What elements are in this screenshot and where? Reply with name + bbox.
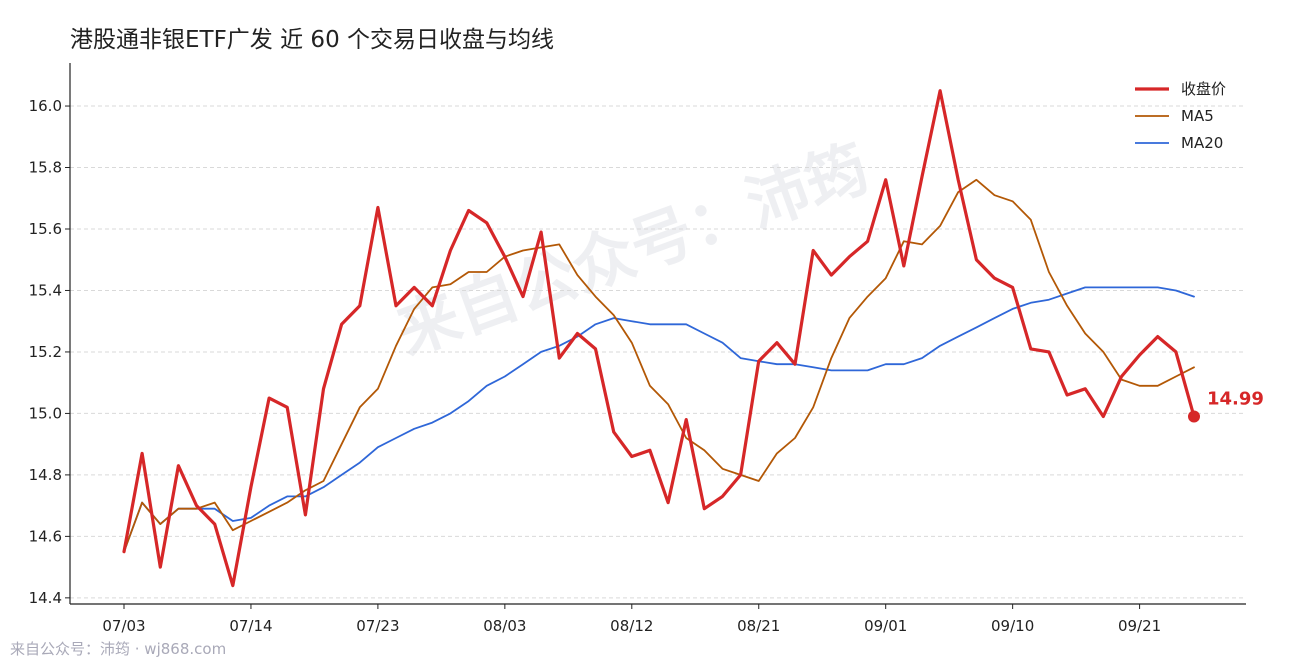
x-tick-label: 09/10 xyxy=(991,617,1034,635)
legend-label: MA20 xyxy=(1181,134,1223,152)
x-tick-label: 07/03 xyxy=(102,617,145,635)
y-tick-label: 14.4 xyxy=(29,589,62,607)
watermark: 来自公众号：沛筠 xyxy=(387,131,878,369)
legend-label: MA5 xyxy=(1181,107,1214,125)
legend: 收盘价 MA5 MA20 xyxy=(1135,80,1226,152)
y-tick-label: 14.8 xyxy=(29,466,62,484)
y-tick-label: 15.6 xyxy=(29,220,62,238)
watermark-text: 来自公众号：沛筠 xyxy=(387,131,878,369)
y-tick-label: 14.6 xyxy=(29,527,62,545)
series-layer: 14.99 xyxy=(122,89,1264,588)
series-close-line xyxy=(122,89,1196,588)
y-tick-label: 15.2 xyxy=(29,343,62,361)
x-tick-label: 08/03 xyxy=(483,617,526,635)
chart-title: 港股通非银ETF广发 近 60 个交易日收盘与均线 xyxy=(70,27,555,53)
x-tick-label: 07/23 xyxy=(356,617,399,635)
y-tick-label: 15.8 xyxy=(29,159,62,177)
x-tick-label: 07/14 xyxy=(229,617,272,635)
last-value-label: 14.99 xyxy=(1207,388,1264,409)
last-value-dot xyxy=(1188,410,1200,423)
series-ma20-line xyxy=(123,286,1195,553)
legend-label: 收盘价 xyxy=(1181,80,1226,98)
y-tick-label: 15.0 xyxy=(29,404,62,422)
x-tick-label: 09/01 xyxy=(864,617,907,635)
axes: 14.4 14.6 14.8 15.0 15.2 15.4 15.6 15.8 16.0 07/0… xyxy=(29,63,1246,635)
y-tick-label: 16.0 xyxy=(29,97,62,115)
y-tick-label: 15.4 xyxy=(29,281,62,299)
footer-note: 来自公众号：沛筠 · wj868.com xyxy=(10,640,227,658)
x-tick-label: 08/12 xyxy=(610,617,653,635)
x-tick-label: 09/21 xyxy=(1118,617,1161,635)
x-tick-label: 08/21 xyxy=(737,617,780,635)
